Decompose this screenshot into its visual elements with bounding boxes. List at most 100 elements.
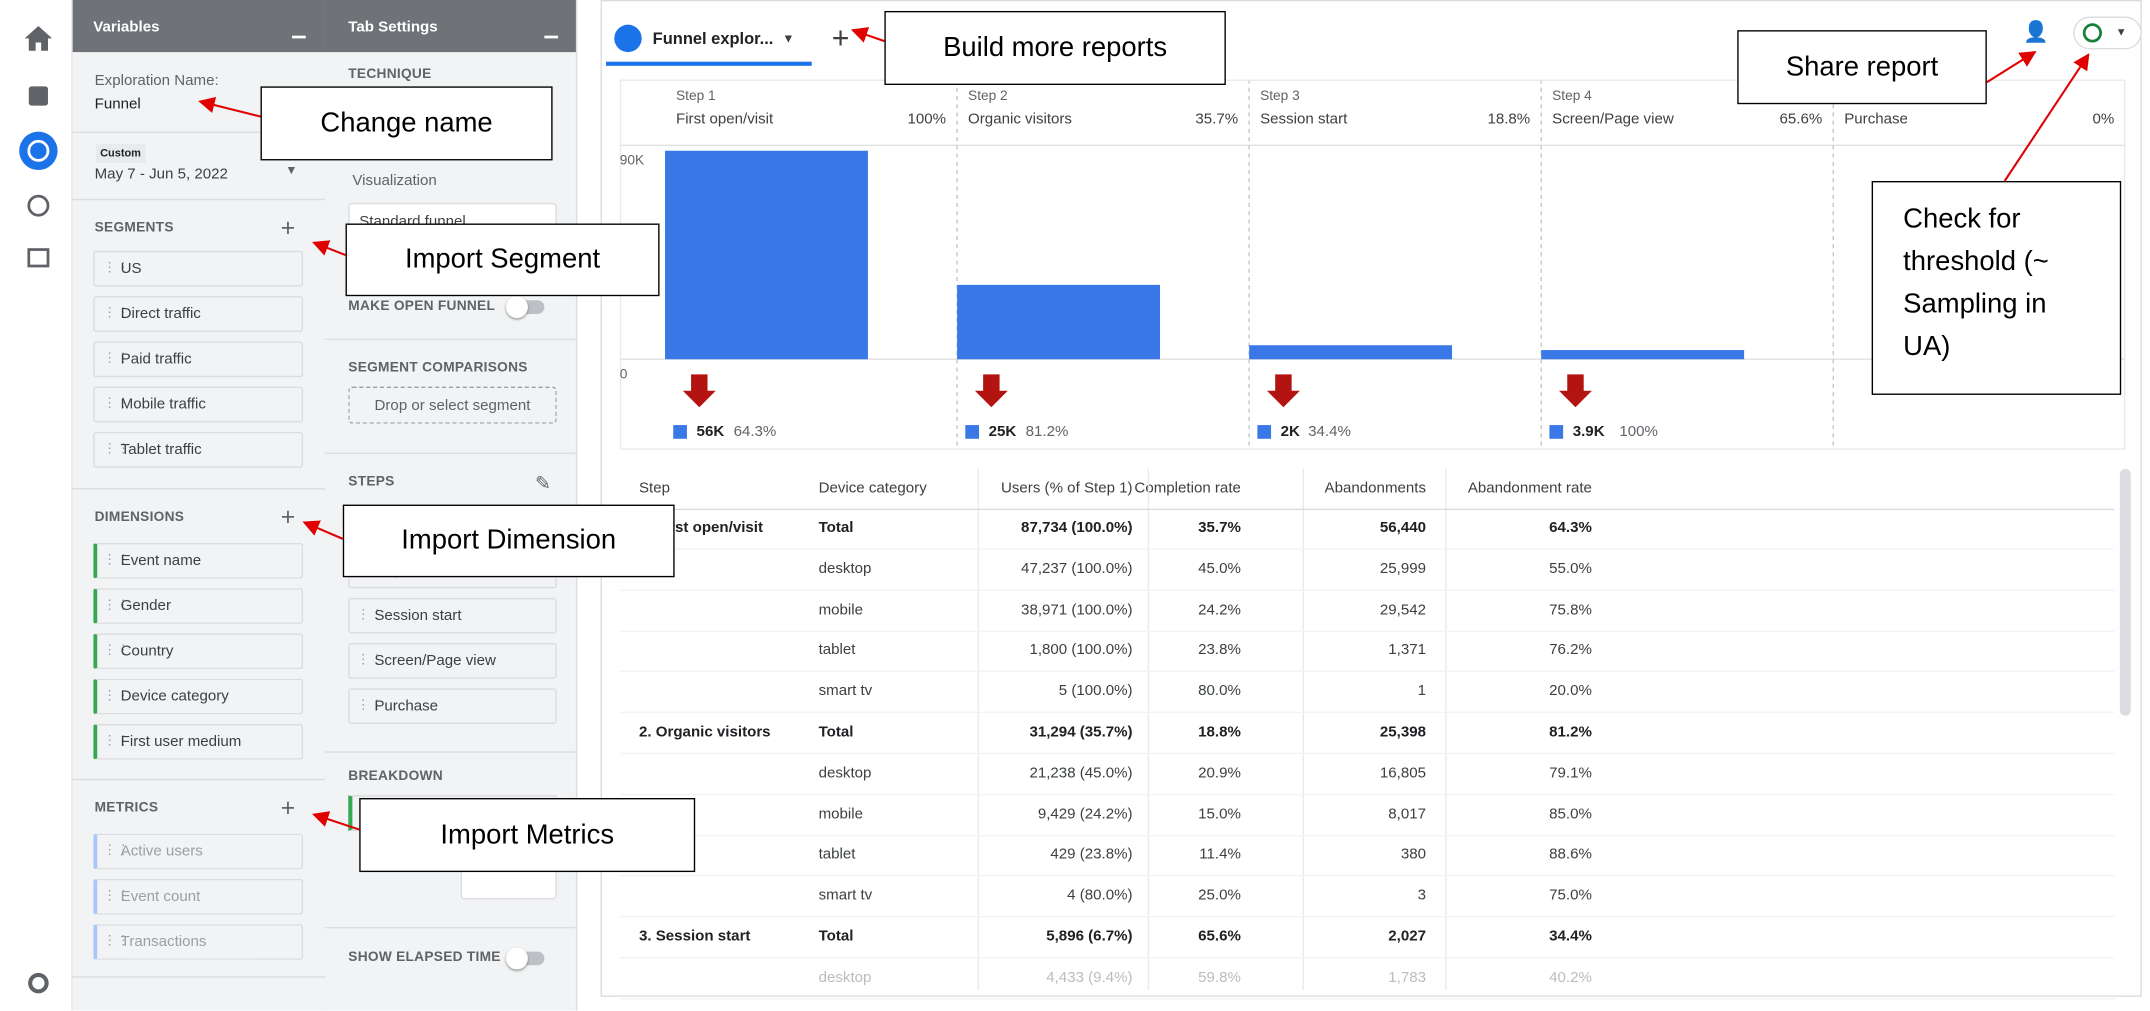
home-icon[interactable] (24, 26, 53, 51)
table-cell: 8,017 (1388, 805, 1427, 823)
chip[interactable] (93, 723, 304, 760)
table-cell: 75.8% (1549, 601, 1592, 618)
row-rule (619, 834, 2115, 836)
drag-handle: ⋮⋮ (356, 652, 384, 668)
explore-icon[interactable] (19, 131, 58, 171)
column-separator (977, 468, 980, 990)
panel-title: Variables (93, 19, 160, 36)
step-name: Organic visitors (968, 111, 1072, 128)
table-cell: Total (818, 723, 854, 741)
collapse[interactable] (292, 35, 306, 39)
chip-label: Mobile traffic (120, 396, 206, 413)
step-chip-label: Screen/Page view (374, 652, 496, 670)
callout-line: UA) (1903, 331, 1951, 362)
share-icon[interactable]: 👤 (2023, 20, 2049, 44)
step-name: Purchase (1844, 111, 1908, 128)
chip-label: Device category (120, 688, 229, 705)
divider (324, 751, 576, 753)
divider (72, 976, 325, 978)
drop-zone[interactable] (348, 386, 557, 424)
table-cell: 76.2% (1549, 642, 1592, 659)
chip[interactable] (93, 924, 304, 960)
add-button[interactable]: + (280, 793, 296, 822)
table-cell: 85.0% (1549, 805, 1592, 823)
divider (324, 338, 576, 341)
configure-icon[interactable] (27, 248, 50, 268)
chip[interactable] (93, 633, 304, 670)
callout: Import Dimension (342, 504, 675, 578)
table-cell: 1,783 (1388, 969, 1427, 986)
new-tab[interactable]: + (831, 20, 850, 55)
table-cell: 65.6% (1198, 928, 1241, 945)
chip[interactable] (93, 833, 304, 870)
table-cell: mobile (818, 805, 864, 823)
chip[interactable] (93, 386, 304, 423)
row-rule (619, 630, 2115, 632)
step-label: Step 3 (1260, 89, 1300, 105)
drag-handle: ⋮⋮ (102, 733, 131, 749)
chip[interactable] (93, 588, 304, 624)
drop-arrow (1266, 374, 1300, 408)
advertising-icon[interactable] (27, 194, 50, 217)
table-cell: smart tv (818, 683, 873, 700)
step-chip[interactable] (348, 688, 557, 724)
step-name: Screen/Page view (1552, 111, 1674, 128)
chip[interactable] (93, 250, 304, 287)
label: Exploration Name: (94, 72, 219, 90)
drop-arrow (974, 374, 1008, 408)
table-cell: Total (818, 519, 854, 537)
column-header: Abandonments (1324, 479, 1427, 497)
tab[interactable] (606, 10, 812, 66)
drag-handle: ⋮⋮ (102, 351, 131, 367)
row-rule (619, 589, 2115, 591)
legend-swatch (1257, 425, 1272, 439)
step-chip[interactable] (348, 597, 557, 634)
settings-icon[interactable] (28, 972, 49, 994)
section-title: STEPS (348, 474, 395, 490)
tab-menu: ▼ (782, 31, 795, 46)
section-title: BREAKDOWN (348, 769, 443, 785)
chip-label: Gender (120, 597, 171, 615)
table-cell: 64.3% (1549, 519, 1592, 537)
table-cell: 25,999 (1379, 560, 1427, 577)
row-rule (619, 548, 2115, 550)
chip[interactable] (93, 431, 304, 468)
table-cell: 5 (100.0%) (1058, 683, 1133, 700)
drop-pct: 81.2% (1025, 423, 1069, 441)
toggle-knob (505, 296, 528, 319)
table-cell: 47,237 (100.0%) (1021, 560, 1133, 577)
step-chip[interactable] (348, 643, 557, 679)
add-button[interactable]: + (280, 213, 296, 242)
drop-value: 56K (696, 423, 725, 441)
table-cell: smart tv (818, 887, 873, 904)
table-cell: 40.2% (1549, 969, 1592, 986)
collapse[interactable] (544, 35, 559, 39)
chip[interactable] (93, 678, 304, 715)
chip[interactable] (93, 296, 304, 332)
table-cell: desktop (818, 969, 872, 986)
row-rule (619, 875, 2115, 877)
row-rule (619, 997, 2115, 1000)
chip-label: Transactions (120, 933, 207, 951)
table-cell: 2,027 (1388, 928, 1427, 945)
callout: Change name (260, 86, 553, 161)
table-cell: 81.2% (1549, 723, 1592, 741)
chip[interactable] (93, 542, 304, 579)
drag-handle: ⋮⋮ (102, 843, 131, 859)
divider (72, 778, 325, 781)
table-cell: 34.4% (1549, 928, 1592, 945)
drop-value: 2K (1280, 423, 1300, 441)
section-title: SHOW ELAPSED TIME (348, 950, 501, 966)
table-cell: 79.1% (1549, 764, 1592, 782)
row-rule (619, 793, 2115, 796)
add-button[interactable]: + (280, 503, 296, 531)
table-cell: 25,398 (1379, 723, 1427, 741)
date-tag: Custom (95, 143, 146, 164)
table-cell: Total (818, 928, 854, 945)
table-cell: 380 (1400, 846, 1427, 864)
reports-icon[interactable] (28, 86, 48, 106)
chip[interactable] (93, 878, 304, 915)
panel-header (324, 0, 576, 53)
drop-pct: 100% (1619, 423, 1658, 441)
chip[interactable] (93, 341, 304, 378)
